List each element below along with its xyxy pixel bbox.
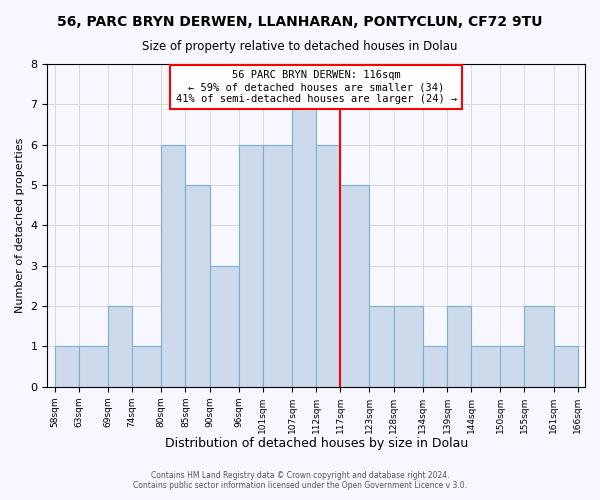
Bar [108, 306, 132, 386]
Bar [554, 346, 578, 387]
Bar [340, 185, 370, 386]
Bar [423, 346, 447, 387]
X-axis label: Distribution of detached houses by size in Dolau: Distribution of detached houses by size … [164, 437, 468, 450]
Text: 56, PARC BRYN DERWEN, LLANHARAN, PONTYCLUN, CF72 9TU: 56, PARC BRYN DERWEN, LLANHARAN, PONTYCL… [57, 15, 543, 29]
Bar [292, 104, 316, 386]
Bar [161, 144, 185, 386]
Bar [447, 306, 471, 386]
Bar [209, 266, 239, 386]
Bar [185, 185, 209, 386]
Text: 56 PARC BRYN DERWEN: 116sqm
← 59% of detached houses are smaller (34)
41% of sem: 56 PARC BRYN DERWEN: 116sqm ← 59% of det… [176, 70, 457, 104]
Bar [239, 144, 263, 386]
Text: Size of property relative to detached houses in Dolau: Size of property relative to detached ho… [142, 40, 458, 53]
Text: Contains HM Land Registry data © Crown copyright and database right 2024.
Contai: Contains HM Land Registry data © Crown c… [133, 470, 467, 490]
Bar [316, 144, 340, 386]
Bar [79, 346, 108, 387]
Y-axis label: Number of detached properties: Number of detached properties [15, 138, 25, 313]
Bar [524, 306, 554, 386]
Bar [394, 306, 423, 386]
Bar [132, 346, 161, 387]
Bar [55, 346, 79, 387]
Bar [471, 346, 500, 387]
Bar [370, 306, 394, 386]
Bar [500, 346, 524, 387]
Bar [263, 144, 292, 386]
